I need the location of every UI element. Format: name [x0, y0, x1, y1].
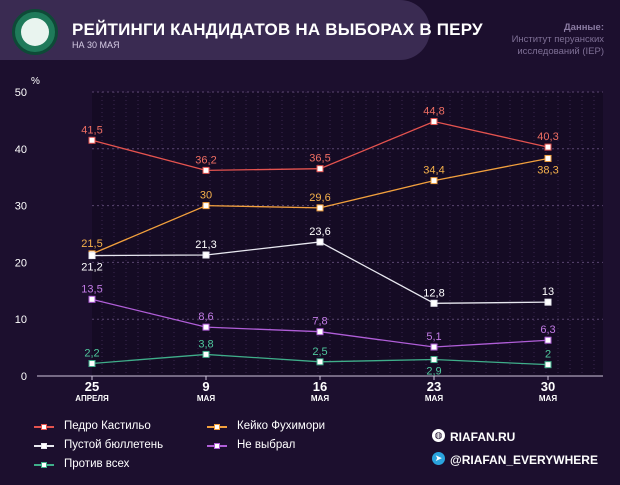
- data-label: 8,6: [198, 311, 213, 323]
- data-label: 30: [200, 190, 212, 202]
- data-point: [202, 323, 210, 331]
- chart-title: РЕЙТИНГИ КАНДИДАТОВ НА ВЫБОРАХ В ПЕРУ: [72, 20, 483, 39]
- data-point: [430, 118, 438, 126]
- data-point: [88, 360, 96, 368]
- data-label: 2,2: [84, 348, 99, 360]
- data-point: [430, 299, 438, 307]
- data-label: 34,4: [423, 165, 444, 177]
- y-tick-label: 10: [15, 314, 27, 326]
- data-label: 36,2: [195, 154, 216, 166]
- legend-label: Кейко Фухимори: [237, 420, 326, 432]
- legend-label: Пустой бюллетень: [64, 439, 164, 451]
- data-label: 21,2: [81, 262, 102, 274]
- data-label: 44,8: [423, 106, 444, 118]
- header-band: [0, 0, 430, 60]
- x-tick-month: АПРЕЛЯ: [75, 394, 109, 403]
- data-point: [544, 143, 552, 151]
- plot-area: [92, 92, 603, 376]
- data-source: Данные: Институт перуанских исследований…: [454, 22, 604, 58]
- y-tick-label: 30: [15, 201, 27, 213]
- data-label: 21,5: [81, 238, 102, 250]
- data-label: 21,3: [195, 239, 216, 251]
- data-label: 36,5: [309, 153, 330, 165]
- legend-label: Педро Кастильо: [64, 420, 151, 432]
- globe-emblem-icon: [21, 18, 49, 46]
- x-tick-month: МАЯ: [197, 394, 215, 403]
- x-tick-month: МАЯ: [425, 394, 443, 403]
- data-label: 13,5: [81, 283, 102, 295]
- x-tick-month: МАЯ: [539, 394, 557, 403]
- data-point: [202, 166, 210, 174]
- x-tick-month: МАЯ: [311, 394, 329, 403]
- data-label: 2,5: [312, 346, 327, 358]
- data-point: [544, 154, 552, 162]
- source-label: Данные:: [563, 22, 604, 33]
- data-label: 2: [545, 349, 551, 361]
- data-point: [88, 252, 96, 260]
- data-label: 40,3: [537, 131, 558, 143]
- legend-marker: [214, 424, 220, 430]
- data-point: [202, 202, 210, 210]
- x-tick-day: 9: [202, 379, 209, 394]
- data-label: 12,8: [423, 287, 444, 299]
- data-point: [316, 165, 324, 173]
- data-point: [430, 343, 438, 351]
- y-tick-label: 0: [21, 371, 27, 383]
- data-point: [316, 204, 324, 212]
- legend-marker: [41, 443, 47, 449]
- data-point: [88, 136, 96, 144]
- x-tick-day: 16: [313, 379, 327, 394]
- data-point: [544, 298, 552, 306]
- site-text: RIAFAN.RU: [450, 430, 516, 444]
- data-point: [202, 350, 210, 358]
- y-tick-label: 20: [15, 257, 27, 269]
- data-point: [544, 361, 552, 369]
- telegram-text: @RIAFAN_EVERYWHERE: [450, 453, 598, 467]
- riafan-logo: [12, 9, 58, 55]
- legend-label: Против всех: [64, 458, 130, 470]
- data-label: 3,8: [198, 338, 213, 350]
- data-label: 23,6: [309, 226, 330, 238]
- legend-label: Не выбрал: [237, 439, 296, 451]
- data-point: [88, 295, 96, 303]
- data-point: [316, 358, 324, 366]
- chart-subtitle: НА 30 МАЯ: [72, 40, 120, 50]
- y-tick-label: 40: [15, 144, 27, 156]
- y-axis-unit: %: [31, 76, 40, 87]
- data-label: 6,3: [540, 324, 555, 336]
- data-label: 29,6: [309, 192, 330, 204]
- legend-marker: [41, 424, 47, 430]
- data-point: [316, 328, 324, 336]
- globe-icon: ◍: [432, 429, 445, 442]
- legend-marker: [41, 462, 47, 468]
- source-text: Институт перуанских исследований (IEP): [511, 34, 604, 57]
- data-point: [202, 251, 210, 259]
- data-label: 38,3: [537, 164, 558, 176]
- data-label: 7,8: [312, 316, 327, 328]
- data-label: 5,1: [426, 331, 441, 343]
- data-label: 13: [542, 286, 554, 298]
- data-label: 41,5: [81, 124, 102, 136]
- x-tick-day: 23: [427, 379, 441, 394]
- data-label: 2,9: [426, 366, 441, 378]
- telegram-icon: ➤: [432, 452, 445, 465]
- legend-marker: [214, 443, 220, 449]
- x-tick-day: 25: [85, 379, 99, 394]
- data-point: [430, 177, 438, 185]
- x-tick-day: 30: [541, 379, 555, 394]
- data-point: [316, 238, 324, 246]
- y-tick-label: 50: [15, 87, 27, 99]
- data-point: [430, 356, 438, 364]
- data-point: [544, 336, 552, 344]
